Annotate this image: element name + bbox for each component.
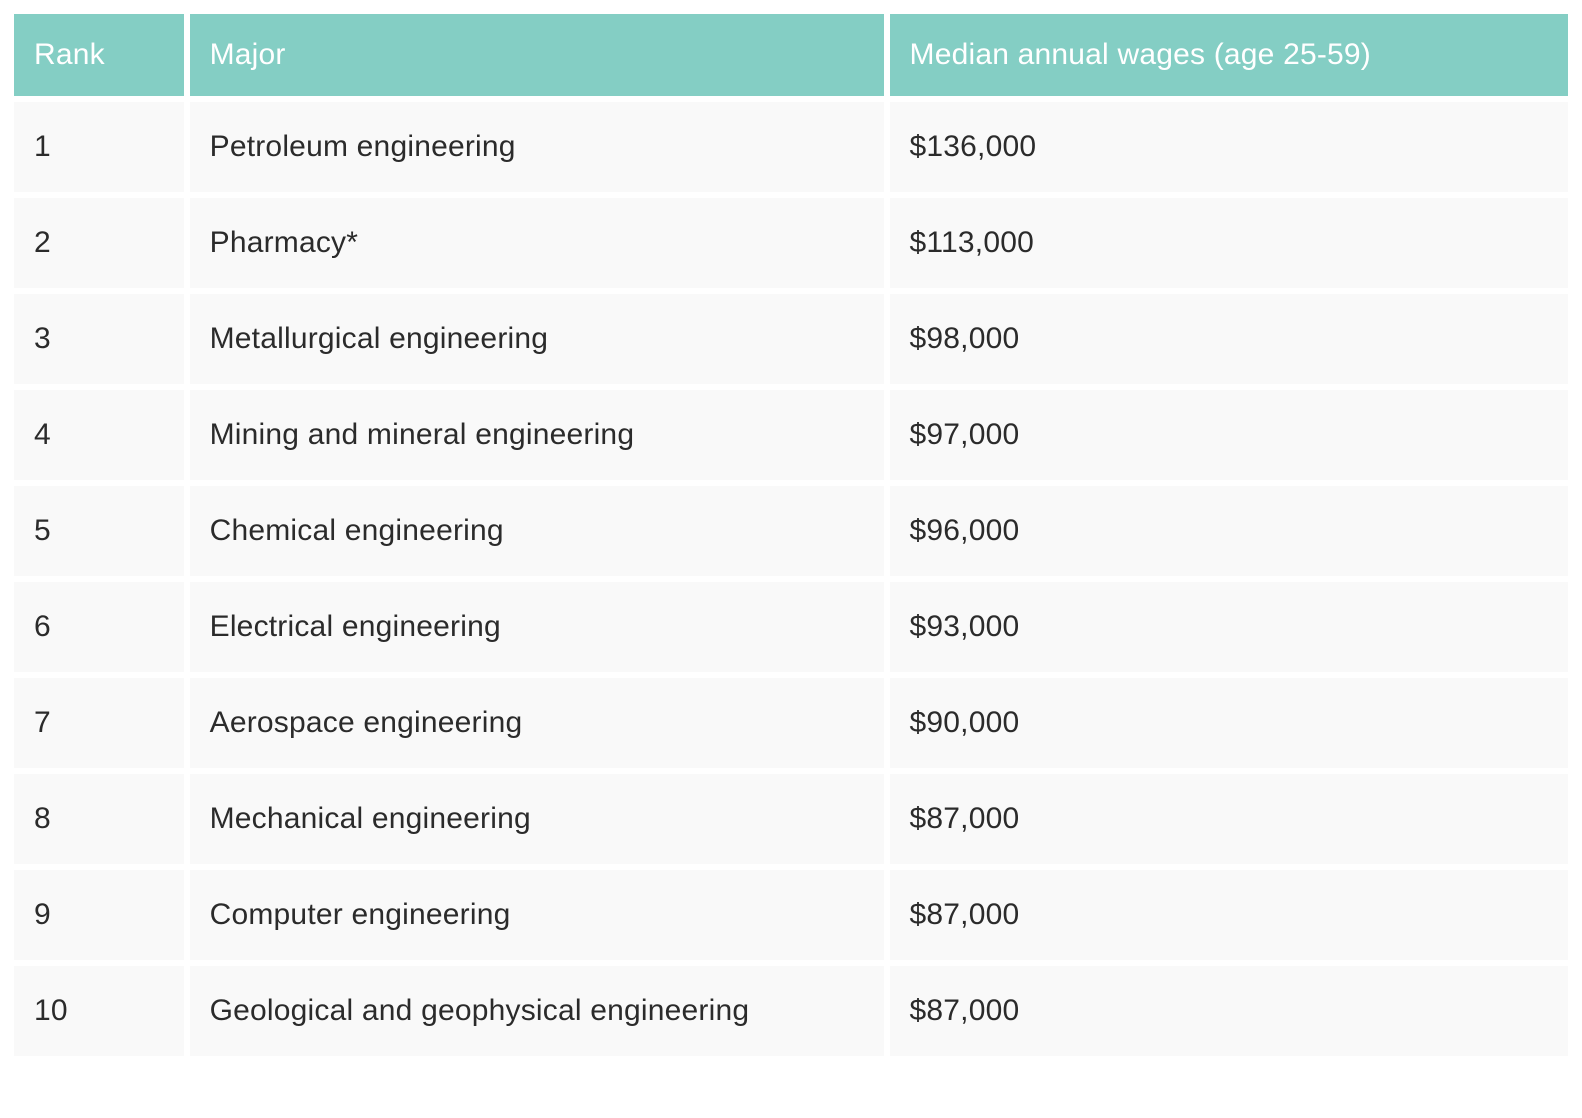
cell-major: Mechanical engineering (190, 774, 884, 864)
table-row: 9 Computer engineering $87,000 (14, 870, 1568, 960)
cell-wage: $98,000 (890, 294, 1569, 384)
cell-rank: 5 (14, 486, 184, 576)
cell-major: Chemical engineering (190, 486, 884, 576)
col-header-wage: Median annual wages (age 25-59) (890, 14, 1569, 96)
cell-rank: 6 (14, 582, 184, 672)
cell-major: Aerospace engineering (190, 678, 884, 768)
cell-major: Geological and geophysical engineering (190, 966, 884, 1056)
col-header-major: Major (190, 14, 884, 96)
cell-rank: 9 (14, 870, 184, 960)
cell-wage: $93,000 (890, 582, 1569, 672)
table-row: 7 Aerospace engineering $90,000 (14, 678, 1568, 768)
cell-wage: $96,000 (890, 486, 1569, 576)
table-row: 4 Mining and mineral engineering $97,000 (14, 390, 1568, 480)
cell-rank: 1 (14, 102, 184, 192)
table-header-row: Rank Major Median annual wages (age 25-5… (14, 14, 1568, 96)
wages-table-container: Rank Major Median annual wages (age 25-5… (8, 8, 1574, 1062)
cell-rank: 3 (14, 294, 184, 384)
cell-wage: $87,000 (890, 870, 1569, 960)
cell-wage: $87,000 (890, 774, 1569, 864)
wages-table: Rank Major Median annual wages (age 25-5… (8, 8, 1574, 1062)
table-row: 6 Electrical engineering $93,000 (14, 582, 1568, 672)
table-row: 10 Geological and geophysical engineerin… (14, 966, 1568, 1056)
cell-wage: $97,000 (890, 390, 1569, 480)
table-row: 2 Pharmacy* $113,000 (14, 198, 1568, 288)
cell-rank: 8 (14, 774, 184, 864)
cell-wage: $136,000 (890, 102, 1569, 192)
cell-major: Mining and mineral engineering (190, 390, 884, 480)
cell-rank: 10 (14, 966, 184, 1056)
cell-major: Pharmacy* (190, 198, 884, 288)
col-header-rank: Rank (14, 14, 184, 96)
table-row: 3 Metallurgical engineering $98,000 (14, 294, 1568, 384)
cell-rank: 2 (14, 198, 184, 288)
cell-rank: 7 (14, 678, 184, 768)
cell-major: Metallurgical engineering (190, 294, 884, 384)
table-row: 8 Mechanical engineering $87,000 (14, 774, 1568, 864)
cell-major: Electrical engineering (190, 582, 884, 672)
table-row: 1 Petroleum engineering $136,000 (14, 102, 1568, 192)
cell-major: Computer engineering (190, 870, 884, 960)
cell-rank: 4 (14, 390, 184, 480)
cell-wage: $87,000 (890, 966, 1569, 1056)
cell-major: Petroleum engineering (190, 102, 884, 192)
cell-wage: $90,000 (890, 678, 1569, 768)
table-row: 5 Chemical engineering $96,000 (14, 486, 1568, 576)
cell-wage: $113,000 (890, 198, 1569, 288)
